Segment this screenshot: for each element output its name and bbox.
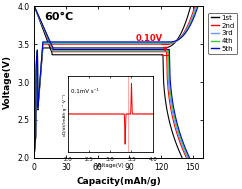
5th — [197, 5, 199, 7]
1st — [135, 47, 137, 49]
Line: 5th: 5th — [34, 6, 198, 154]
5th — [67, 41, 70, 43]
Text: 0.10V: 0.10V — [136, 34, 163, 43]
2nd — [52, 43, 55, 45]
4th — [52, 42, 55, 44]
5th — [33, 153, 36, 155]
1st — [171, 44, 174, 46]
3rd — [194, 5, 197, 7]
Line: 1st: 1st — [34, 6, 191, 154]
2nd — [190, 14, 193, 16]
Line: 2nd: 2nd — [34, 6, 195, 154]
3rd — [167, 42, 170, 45]
5th — [169, 41, 172, 43]
5th — [139, 41, 142, 43]
4th — [67, 42, 70, 44]
2nd — [175, 40, 178, 42]
3rd — [52, 42, 55, 45]
2nd — [66, 43, 69, 45]
2nd — [166, 43, 169, 45]
3rd — [67, 42, 69, 45]
1st — [189, 5, 192, 7]
1st — [52, 47, 54, 49]
4th — [33, 153, 36, 155]
Y-axis label: Voltage(V): Voltage(V) — [3, 55, 12, 109]
3rd — [176, 39, 179, 42]
2nd — [137, 43, 140, 45]
4th — [177, 39, 180, 41]
Line: 3rd: 3rd — [34, 6, 196, 154]
3rd — [191, 14, 194, 16]
1st — [186, 15, 189, 17]
3rd — [138, 42, 141, 45]
Text: 60°C: 60°C — [45, 12, 74, 22]
2nd — [33, 153, 36, 155]
4th — [168, 42, 171, 44]
5th — [194, 14, 197, 16]
Line: 4th: 4th — [34, 6, 197, 154]
5th — [178, 38, 181, 40]
2nd — [193, 5, 196, 7]
3rd — [33, 153, 36, 155]
1st — [162, 47, 165, 49]
X-axis label: Capacity(mAh/g): Capacity(mAh/g) — [76, 177, 161, 186]
4th — [139, 42, 142, 44]
1st — [33, 153, 36, 155]
4th — [196, 5, 198, 7]
1st — [66, 47, 68, 49]
Legend: 1st, 2nd, 3rd, 4th, 5th: 1st, 2nd, 3rd, 4th, 5th — [208, 13, 237, 54]
4th — [192, 14, 195, 16]
5th — [52, 41, 55, 43]
